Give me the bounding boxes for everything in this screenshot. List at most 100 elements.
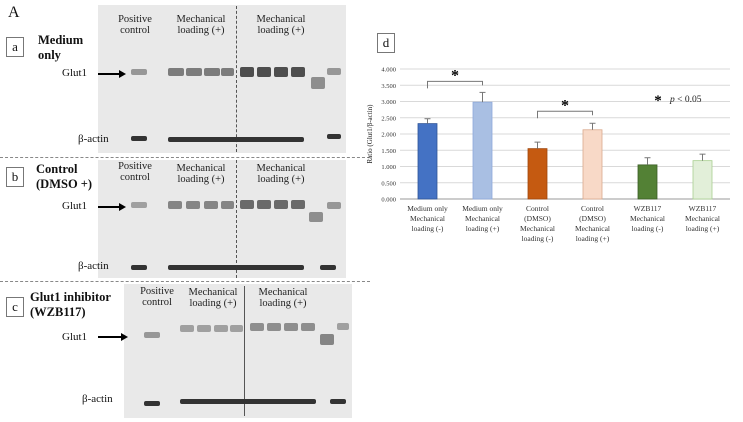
glut1-band xyxy=(257,200,271,209)
y-axis-label: Ratio (Glut1/β-actin) xyxy=(366,104,374,164)
glut1-band xyxy=(291,67,305,77)
glut1-band xyxy=(240,67,254,77)
lane-divider xyxy=(236,6,237,152)
lane-divider xyxy=(236,160,237,278)
category-label: Mechanical xyxy=(575,224,610,233)
y-tick-label: 0.500 xyxy=(381,180,396,187)
actin-band xyxy=(144,401,160,406)
bar xyxy=(417,123,438,200)
glut1-band xyxy=(327,68,341,75)
y-tick-label: 4.000 xyxy=(381,67,396,74)
glut1-band xyxy=(320,334,334,345)
panel-c-letter: c xyxy=(6,297,24,317)
glut1-band xyxy=(274,67,288,77)
lane-divider xyxy=(244,286,245,416)
glut1-band xyxy=(274,200,288,209)
glut1-band xyxy=(186,68,202,76)
category-label: Mechanical xyxy=(465,214,500,223)
category-label: loading (-) xyxy=(632,224,664,233)
glut1-band xyxy=(186,201,200,209)
condition-line: (DMSO +) xyxy=(36,177,93,191)
legend-star: * xyxy=(654,93,662,109)
legend-text: p < 0.05 xyxy=(669,95,702,105)
header-line: loading (+) xyxy=(177,25,225,36)
panel-separator xyxy=(0,281,370,282)
blot-c-image xyxy=(124,284,352,418)
header-line: control xyxy=(120,172,150,183)
y-tick-label: 0.000 xyxy=(381,197,396,204)
bar xyxy=(472,101,493,200)
header-line: control xyxy=(142,297,172,308)
category-label: Medium only xyxy=(462,204,503,213)
category-label: (DMSO) xyxy=(579,214,606,223)
figure-label: A xyxy=(8,4,20,21)
y-tick-label: 2.500 xyxy=(381,115,396,122)
glut1-band xyxy=(221,68,234,76)
header-mechanical-loading-2: Mechanical loading (+) xyxy=(250,287,316,309)
glut1-band xyxy=(284,323,298,331)
header-line: Mechanical xyxy=(188,287,238,298)
glut1-band xyxy=(230,325,243,332)
panel-c-condition: Glut1 inhibitor (WZB117) xyxy=(30,290,111,320)
significance-bracket xyxy=(537,110,593,119)
glut1-band xyxy=(168,68,184,76)
significance-star: * xyxy=(561,97,569,114)
category-label: WZB117 xyxy=(689,204,717,213)
condition-line: only xyxy=(38,48,61,62)
arrow-icon xyxy=(98,203,126,211)
condition-line: Medium xyxy=(38,33,84,47)
glut1-band xyxy=(301,323,315,331)
header-line: Mechanical xyxy=(176,14,226,25)
panel-b-condition: Control (DMSO +) xyxy=(36,162,92,192)
category-label: Mechanical xyxy=(410,214,445,223)
blot-b-image xyxy=(98,160,346,278)
bar xyxy=(637,164,658,200)
blot-a-image xyxy=(98,5,346,153)
bar xyxy=(692,160,713,200)
category-label: loading (+) xyxy=(466,224,500,233)
glut1-band xyxy=(327,202,341,209)
header-line: Mechanical xyxy=(256,163,306,174)
header-line: Positive xyxy=(118,14,152,25)
glut1-band xyxy=(131,69,147,75)
header-mechanical-loading: Mechanical loading (+) xyxy=(168,14,234,36)
header-positive-control: Positive control xyxy=(132,286,182,308)
header-line: loading (+) xyxy=(177,174,225,185)
glut1-band xyxy=(144,332,160,338)
row-label-beta-actin: β-actin xyxy=(82,393,113,405)
significance-bracket xyxy=(427,80,483,89)
category-label: Control xyxy=(581,204,604,213)
header-mechanical-loading-2: Mechanical loading (+) xyxy=(248,14,314,36)
header-positive-control: Positive control xyxy=(110,161,160,183)
header-line: loading (+) xyxy=(257,174,305,185)
actin-band xyxy=(327,134,341,139)
arrow-icon xyxy=(98,333,128,341)
bar xyxy=(582,129,603,200)
category-label: Mechanical xyxy=(685,214,720,223)
category-label: loading (+) xyxy=(576,234,610,243)
header-line: Mechanical xyxy=(256,14,306,25)
legend-p: p xyxy=(669,95,675,105)
row-label-glut1: Glut1 xyxy=(62,331,88,343)
y-tick-label: 3.500 xyxy=(381,83,396,90)
header-line: loading (+) xyxy=(189,298,237,309)
glut1-band xyxy=(311,77,325,89)
condition-line: (WZB117) xyxy=(30,305,86,319)
header-line: Positive xyxy=(140,286,174,297)
arrow-icon xyxy=(98,70,126,78)
header-line: Positive xyxy=(118,161,152,172)
header-positive-control: Positive control xyxy=(110,14,160,36)
glut1-band xyxy=(204,68,220,76)
condition-line: Control xyxy=(36,162,78,176)
header-line: Mechanical xyxy=(176,163,226,174)
glut1-band xyxy=(267,323,281,331)
panel-separator xyxy=(0,157,370,158)
header-mechanical-loading-2: Mechanical loading (+) xyxy=(248,163,314,185)
category-label: loading (-) xyxy=(522,234,554,243)
glut1-band xyxy=(240,200,254,209)
glut1-band xyxy=(168,201,182,209)
category-label: (DMSO) xyxy=(524,214,551,223)
actin-band xyxy=(330,399,346,404)
actin-band xyxy=(168,265,304,270)
glut1-band xyxy=(180,325,194,332)
